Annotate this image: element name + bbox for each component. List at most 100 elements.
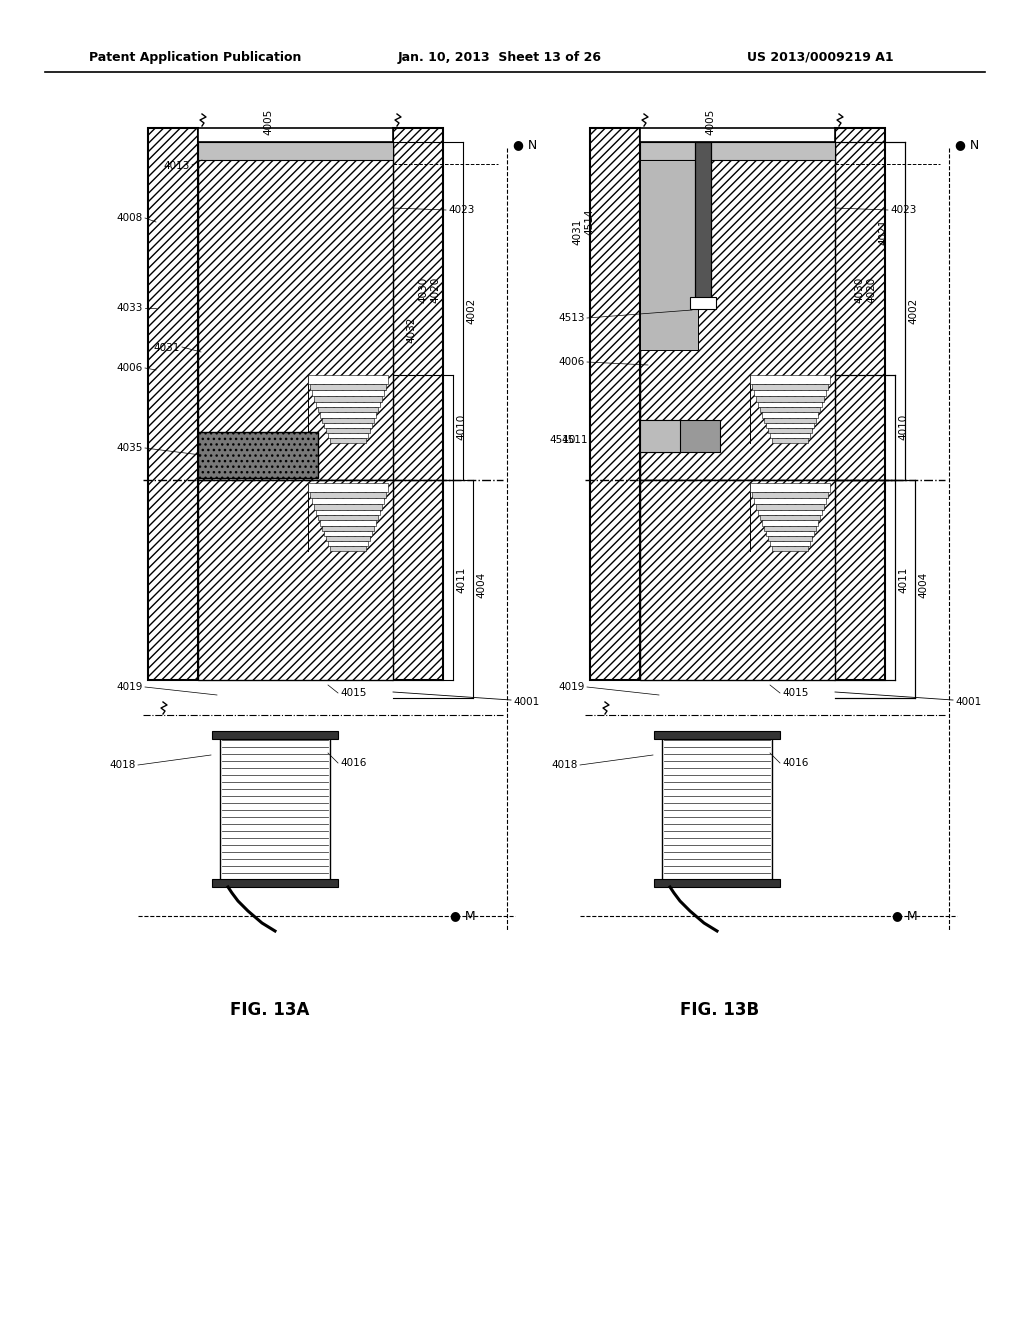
Text: 4031: 4031 (154, 343, 180, 352)
Bar (640, 480, 835, 680)
Text: 4018: 4018 (110, 760, 136, 770)
Text: 4001: 4001 (955, 697, 981, 708)
Text: 4005: 4005 (263, 108, 273, 135)
Bar (662, 735, 772, 883)
Text: 4011: 4011 (898, 566, 908, 593)
Text: FIG. 13B: FIG. 13B (680, 1001, 760, 1019)
Bar (326, 536, 370, 541)
Text: ● N: ● N (955, 139, 979, 152)
Bar (324, 422, 372, 428)
Bar (393, 128, 443, 680)
Bar (764, 525, 816, 531)
Bar (760, 407, 820, 412)
Bar (768, 536, 812, 541)
Bar (835, 128, 885, 680)
Bar (316, 510, 380, 515)
Text: 4019: 4019 (559, 682, 585, 692)
Bar (756, 504, 824, 510)
Text: 4016: 4016 (782, 758, 808, 768)
Bar (640, 128, 835, 143)
Bar (328, 541, 368, 546)
Text: 4019: 4019 (117, 682, 143, 692)
Bar (762, 412, 818, 418)
Bar (198, 480, 393, 680)
Bar (754, 498, 826, 504)
Bar (590, 128, 640, 680)
Text: 4004: 4004 (918, 572, 928, 598)
Bar (654, 879, 780, 887)
Text: 4032: 4032 (406, 317, 416, 343)
Text: 4008: 4008 (117, 213, 143, 223)
Bar (760, 515, 820, 520)
Bar (752, 384, 828, 389)
Bar (308, 483, 388, 492)
Text: 4006: 4006 (117, 363, 143, 374)
Bar (762, 520, 818, 525)
Bar (310, 492, 386, 498)
Text: 4031: 4031 (572, 219, 582, 246)
Bar (758, 403, 822, 407)
Bar (640, 420, 720, 451)
Text: 4013: 4013 (164, 161, 190, 172)
Text: 4006: 4006 (559, 356, 585, 367)
Text: 4020: 4020 (430, 277, 440, 304)
Text: FIG. 13A: FIG. 13A (230, 1001, 309, 1019)
Bar (212, 731, 338, 739)
Text: US 2013/0009219 A1: US 2013/0009219 A1 (746, 50, 893, 63)
Text: 4010: 4010 (456, 414, 466, 440)
Bar (752, 492, 828, 498)
Text: 4510: 4510 (550, 436, 575, 445)
Text: 4021: 4021 (878, 219, 888, 246)
Text: ● M: ● M (450, 909, 475, 923)
Text: 4002: 4002 (908, 298, 918, 325)
Bar (768, 428, 812, 433)
Bar (198, 143, 393, 480)
Bar (766, 531, 814, 536)
Bar (324, 531, 372, 536)
Bar (770, 541, 810, 546)
Text: 4018: 4018 (552, 760, 578, 770)
Text: 4513: 4513 (558, 313, 585, 323)
Bar (318, 515, 378, 520)
Bar (766, 422, 814, 428)
Bar (695, 143, 711, 302)
Bar (770, 433, 810, 438)
Bar (640, 160, 698, 350)
Bar (148, 128, 198, 680)
Bar (314, 396, 382, 403)
Text: 4015: 4015 (340, 688, 367, 698)
Bar (212, 879, 338, 887)
Bar (750, 375, 830, 384)
Text: 4011: 4011 (456, 566, 466, 593)
Text: 4030: 4030 (854, 277, 864, 304)
Text: ● N: ● N (513, 139, 538, 152)
Bar (328, 433, 368, 438)
Text: 4002: 4002 (466, 298, 476, 325)
Bar (316, 403, 380, 407)
Bar (326, 428, 370, 433)
Bar (758, 510, 822, 515)
Bar (756, 396, 824, 403)
Text: 4030: 4030 (418, 277, 428, 304)
Bar (312, 389, 384, 396)
Bar (772, 438, 808, 444)
Bar (220, 735, 330, 883)
Text: 4004: 4004 (476, 572, 486, 598)
Bar (198, 128, 393, 143)
Bar (308, 375, 388, 384)
Bar (322, 418, 374, 422)
Text: Jan. 10, 2013  Sheet 13 of 26: Jan. 10, 2013 Sheet 13 of 26 (398, 50, 602, 63)
Text: 4035: 4035 (117, 444, 143, 453)
Text: 4511: 4511 (561, 436, 588, 445)
Bar (654, 731, 780, 739)
Bar (314, 504, 382, 510)
Text: 4016: 4016 (340, 758, 367, 768)
Bar (198, 432, 318, 478)
Bar (754, 389, 826, 396)
Text: 4020: 4020 (866, 277, 876, 304)
Bar (319, 412, 376, 418)
Text: 4023: 4023 (890, 205, 916, 215)
Bar (310, 384, 386, 389)
Bar (318, 407, 378, 412)
Bar (319, 520, 376, 525)
